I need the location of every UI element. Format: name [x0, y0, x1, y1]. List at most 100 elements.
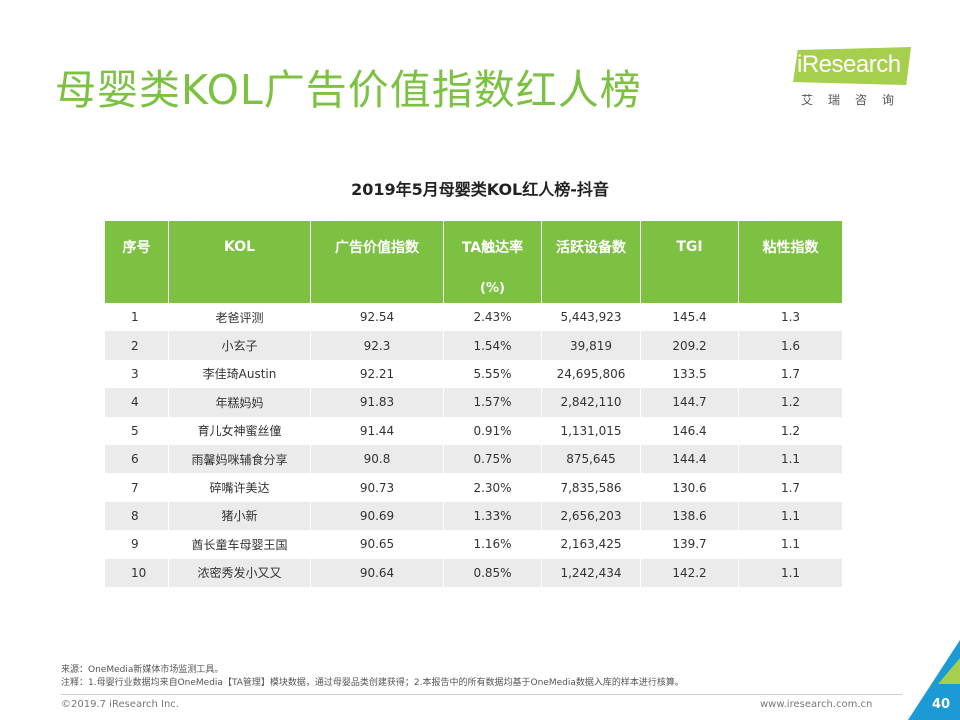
cell-kol: 老爸评测	[168, 303, 311, 332]
website: www.iresearch.com.cn	[760, 699, 873, 710]
cell-stickiness: 1.1	[738, 501, 843, 531]
logo-wordmark: iResearch	[797, 51, 901, 78]
notes: 来源：OneMedia新媒体市场监测工具。 注释：1.母婴行业数据均来自OneM…	[61, 664, 684, 690]
logo-chinese-name: 艾瑞咨询	[801, 93, 910, 107]
cell-kol: 年糕妈妈	[168, 388, 311, 417]
cell-ad-value-index: 90.65	[310, 530, 444, 559]
cell-ta-reach: 1.16%	[443, 530, 542, 559]
table-row: 4 年糕妈妈 91.83 1.57% 2,842,110 144.7 1.2	[104, 388, 843, 417]
cell-active-devices: 39,819	[541, 331, 641, 360]
cell-rank: 4	[104, 388, 169, 417]
cell-active-devices: 5,443,923	[541, 303, 641, 332]
cell-kol: 猪小新	[168, 501, 311, 531]
cell-active-devices: 7,835,586	[541, 473, 641, 502]
cell-ta-reach: 0.85%	[443, 558, 542, 587]
cell-tgi: 144.7	[640, 388, 739, 417]
footer-divider	[61, 694, 902, 695]
cell-ta-reach: 2.30%	[443, 473, 542, 502]
cell-rank: 10	[104, 558, 169, 587]
page-number: 40	[932, 697, 951, 712]
cell-stickiness: 1.2	[738, 388, 843, 417]
cell-ta-reach: 1.33%	[443, 501, 542, 531]
cell-kol: 雨馨妈咪辅食分享	[168, 444, 311, 474]
header-ta-reach: TA触达率	[443, 221, 542, 273]
cell-ad-value-index: 90.8	[310, 444, 444, 474]
cell-stickiness: 1.1	[738, 558, 843, 587]
cell-tgi: 138.6	[640, 501, 739, 531]
table-row: 8 猪小新 90.69 1.33% 2,656,203 138.6 1.1	[104, 501, 843, 531]
cell-rank: 5	[104, 416, 169, 445]
header-active-devices: 活跃设备数	[541, 221, 641, 273]
cell-ad-value-index: 91.83	[310, 388, 444, 417]
iresearch-logo: iResearch 艾瑞咨询	[793, 47, 915, 109]
cell-kol: 育儿女神蜜丝僮	[168, 416, 311, 445]
cell-ta-reach: 1.54%	[443, 331, 542, 360]
subheader-empty	[168, 273, 311, 303]
cell-kol: 碎嘴许美达	[168, 473, 311, 502]
cell-stickiness: 1.2	[738, 416, 843, 445]
cell-rank: 1	[104, 303, 169, 332]
table-subheader-row: (%)	[104, 273, 843, 303]
cell-active-devices: 1,131,015	[541, 416, 641, 445]
slide-title: 母婴类KOL广告价值指数红人榜	[55, 66, 642, 114]
cell-tgi: 145.4	[640, 303, 739, 332]
cell-ta-reach: 1.57%	[443, 388, 542, 417]
table-row: 5 育儿女神蜜丝僮 91.44 0.91% 1,131,015 146.4 1.2	[104, 416, 843, 445]
cell-stickiness: 1.1	[738, 530, 843, 559]
cell-rank: 3	[104, 359, 169, 389]
cell-kol: 酋长童车母婴王国	[168, 530, 311, 559]
source-note: 来源：OneMedia新媒体市场监测工具。	[61, 665, 224, 675]
cell-stickiness: 1.7	[738, 473, 843, 502]
table-row: 2 小玄子 92.3 1.54% 39,819 209.2 1.6	[104, 331, 843, 360]
cell-tgi: 144.4	[640, 444, 739, 474]
copyright: ©2019.7 iResearch Inc.	[61, 699, 179, 710]
kol-ranking-table: 序号 KOL 广告价值指数 TA触达率 活跃设备数 TGI 粘性指数 (%) 1…	[104, 221, 843, 587]
cell-ad-value-index: 92.54	[310, 303, 444, 332]
cell-stickiness: 1.3	[738, 303, 843, 332]
cell-ta-reach: 2.43%	[443, 303, 542, 332]
header-stickiness: 粘性指数	[738, 221, 843, 273]
cell-rank: 9	[104, 530, 169, 559]
header-rank: 序号	[104, 221, 169, 273]
subheader-empty	[541, 273, 641, 303]
cell-tgi: 142.2	[640, 558, 739, 587]
subheader-empty	[738, 273, 843, 303]
cell-kol: 小玄子	[168, 331, 311, 360]
footnote: 注释：1.母婴行业数据均来自OneMedia【TA管理】模块数据，通过母婴品类创…	[61, 678, 684, 688]
cell-active-devices: 875,645	[541, 444, 641, 474]
cell-ta-reach: 0.75%	[443, 444, 542, 474]
corner-decoration	[908, 640, 960, 720]
cell-ad-value-index: 90.73	[310, 473, 444, 502]
cell-ad-value-index: 92.21	[310, 359, 444, 389]
table-row: 7 碎嘴许美达 90.73 2.30% 7,835,586 130.6 1.7	[104, 473, 843, 502]
subheader-percent-unit: (%)	[443, 273, 542, 303]
cell-active-devices: 1,242,434	[541, 558, 641, 587]
cell-ad-value-index: 90.69	[310, 501, 444, 531]
cell-stickiness: 1.1	[738, 444, 843, 474]
subheader-empty	[310, 273, 444, 303]
cell-tgi: 130.6	[640, 473, 739, 502]
cell-ad-value-index: 90.64	[310, 558, 444, 587]
subheader-empty	[640, 273, 739, 303]
header-kol: KOL	[168, 221, 311, 273]
cell-stickiness: 1.7	[738, 359, 843, 389]
cell-ad-value-index: 91.44	[310, 416, 444, 445]
header-tgi: TGI	[640, 221, 739, 273]
table-row: 1 老爸评测 92.54 2.43% 5,443,923 145.4 1.3	[104, 303, 843, 332]
header-ad-value-index: 广告价值指数	[310, 221, 444, 273]
cell-ad-value-index: 92.3	[310, 331, 444, 360]
cell-active-devices: 2,656,203	[541, 501, 641, 531]
cell-rank: 2	[104, 331, 169, 360]
cell-tgi: 209.2	[640, 331, 739, 360]
subheader-empty	[104, 273, 169, 303]
cell-tgi: 139.7	[640, 530, 739, 559]
cell-ta-reach: 5.55%	[443, 359, 542, 389]
table-row: 3 李佳琦Austin 92.21 5.55% 24,695,806 133.5 1.7	[104, 359, 843, 389]
cell-rank: 6	[104, 444, 169, 474]
cell-ta-reach: 0.91%	[443, 416, 542, 445]
table-title: 2019年5月母婴类KOL红人榜-抖音	[351, 180, 609, 199]
table-row: 6 雨馨妈咪辅食分享 90.8 0.75% 875,645 144.4 1.1	[104, 444, 843, 474]
cell-rank: 7	[104, 473, 169, 502]
cell-active-devices: 24,695,806	[541, 359, 641, 389]
cell-kol: 浓密秀发小又又	[168, 558, 311, 587]
